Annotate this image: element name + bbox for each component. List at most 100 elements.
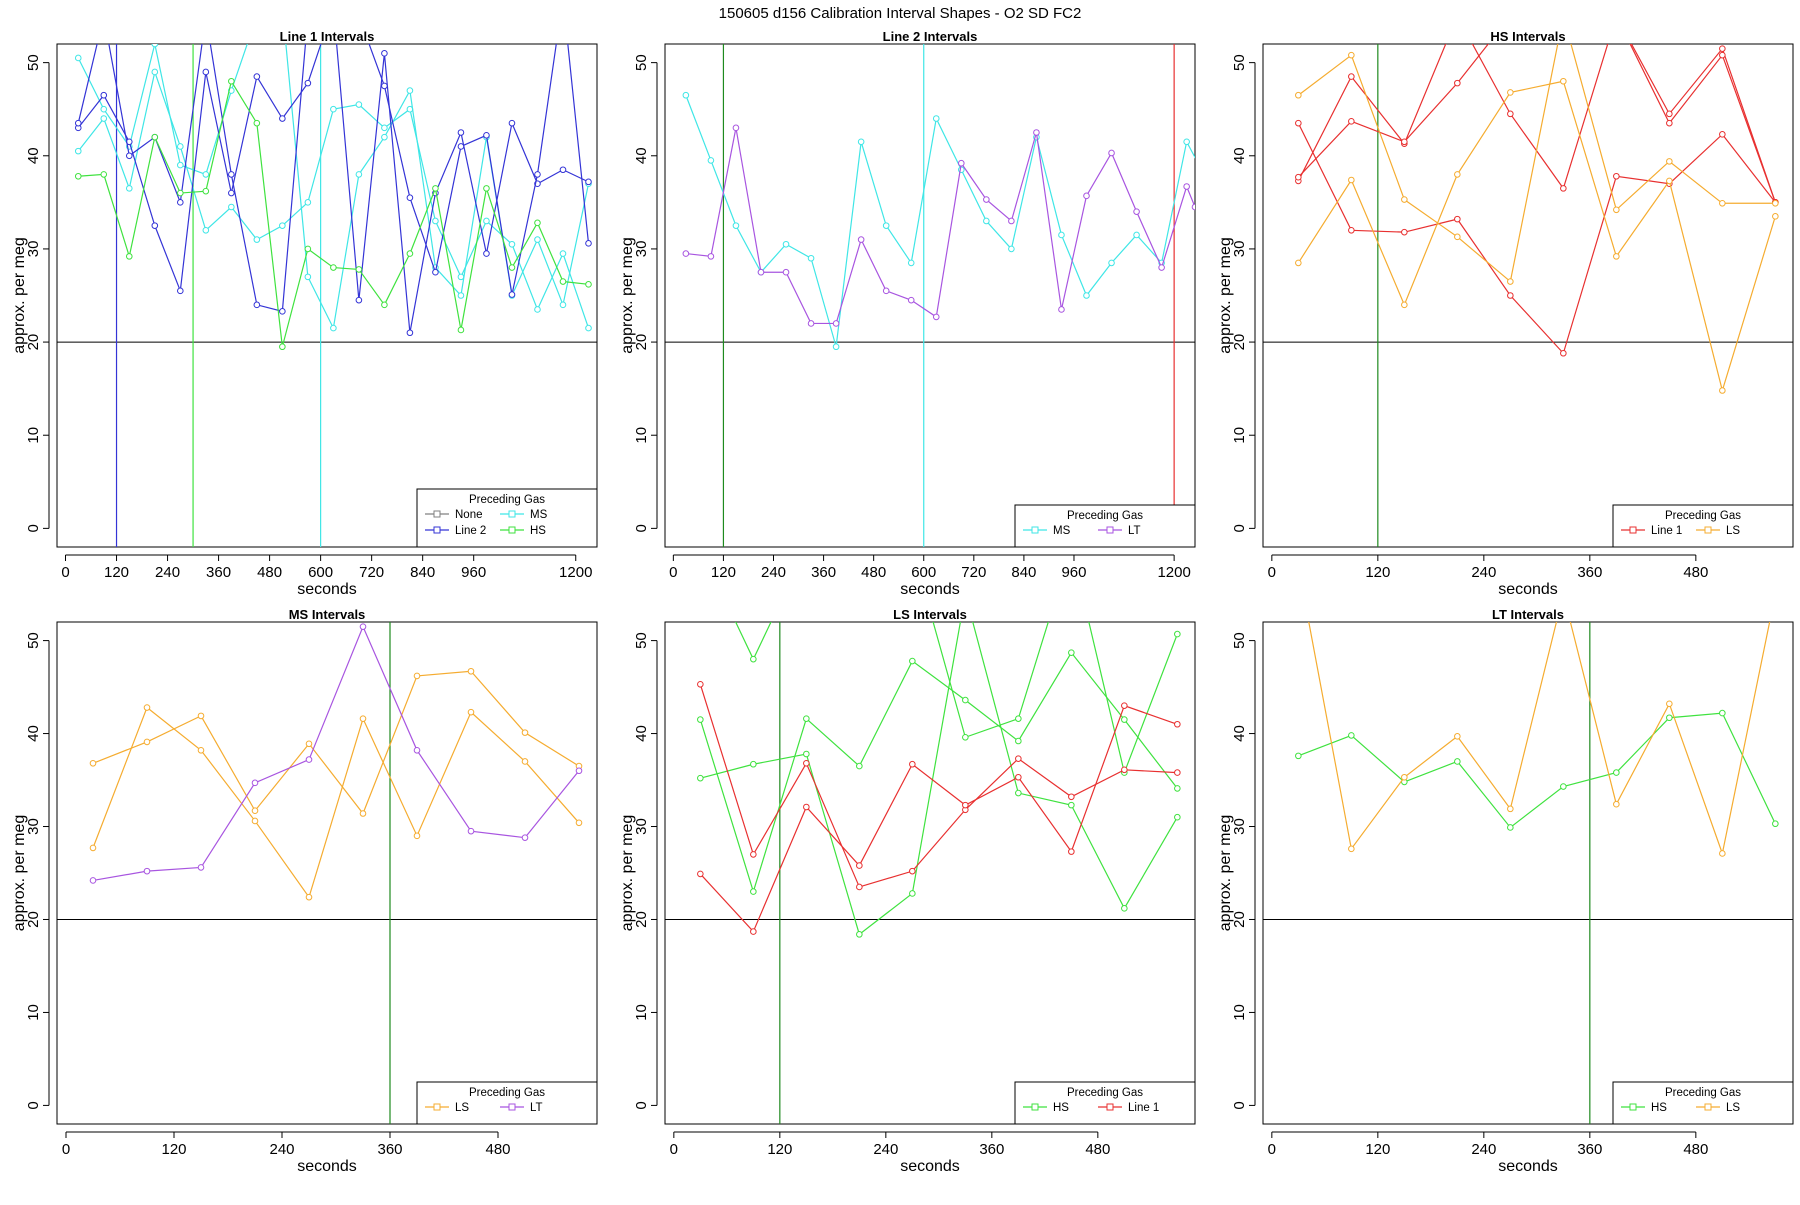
data-point [1508,825,1514,831]
data-point [101,172,107,178]
data-point [414,833,420,839]
data-point [229,204,235,210]
y-tick-label: 30 [1231,241,1248,258]
y-tick-label: 30 [25,818,42,835]
legend-title: Preceding Gas [1665,510,1741,522]
data-point [1009,218,1015,224]
data-point [560,251,566,257]
y-tick-label: 40 [25,725,42,742]
plot-area [1263,13,1793,547]
data-point [1296,563,1302,569]
data-point [1349,52,1355,58]
legend-entry-label: MS [530,509,548,521]
legend-marker-swatch [1705,527,1711,533]
data-point [1016,716,1022,722]
plot-frame [665,44,1195,547]
data-point [1349,74,1355,80]
y-tick-label: 40 [1231,725,1248,742]
data-point [1773,591,1779,597]
y-tick-label: 20 [1231,334,1248,351]
data-point [458,293,464,299]
y-tick-label: 0 [1231,1101,1248,1109]
data-point [254,13,260,19]
data-point [1455,234,1461,240]
data-point [1614,13,1620,19]
legend-title: Preceding Gas [1665,1087,1741,1099]
data-point [1455,80,1461,86]
x-tick-label: 360 [811,564,836,581]
data-point [484,251,490,257]
data-point [586,179,592,185]
legend-entry-label: HS [530,525,546,537]
x-tick-label: 1200 [1157,564,1190,581]
data-point [101,116,107,122]
data-point [857,763,863,769]
data-point [356,13,362,19]
data-point [458,274,464,280]
data-point [833,344,839,350]
series-line [1298,713,1775,827]
y-tick-label: 10 [1231,1004,1248,1021]
data-point [535,220,541,226]
data-point [433,269,439,275]
data-point [101,106,107,112]
data-point [1561,591,1567,597]
data-point [1667,715,1673,721]
data-point [203,227,209,233]
data-point [360,811,366,817]
y-tick-label: 0 [25,524,42,532]
data-point [804,545,810,551]
x-tick-label: 0 [61,564,69,581]
data-point [178,162,184,168]
data-point [152,69,158,75]
data-point [458,327,464,333]
x-tick-label: 0 [669,564,677,581]
data-point [783,241,789,247]
legend-entry-label: HS [1053,1102,1069,1114]
data-point [708,158,714,164]
data-point [356,297,362,303]
data-point [203,69,209,75]
y-tick-label: 20 [25,334,42,351]
data-point [1175,786,1181,792]
data-point [75,55,81,61]
legend-entry-label: LT [1128,525,1141,537]
x-axis-label: seconds [297,1158,357,1175]
y-tick-label: 40 [1231,147,1248,164]
data-point [751,656,757,662]
data-point [407,88,413,94]
data-point [560,279,566,285]
data-point [1614,13,1620,19]
x-tick-label: 480 [861,564,886,581]
panel-title: LT Intervals [1492,607,1564,622]
legend-marker-swatch [434,511,440,517]
x-tick-label: 120 [1365,1141,1390,1158]
y-tick-label: 30 [633,818,650,835]
data-point [1175,770,1181,776]
x-tick-label: 480 [1683,1141,1708,1158]
data-point [984,197,990,203]
data-point [758,269,764,275]
data-point [305,80,311,86]
data-point [1508,279,1514,285]
legend-entry-label: LS [1726,525,1740,537]
legend-title: Preceding Gas [469,1087,545,1099]
data-point [178,200,184,206]
data-point [522,730,528,736]
data-point [407,251,413,257]
x-tick-label: 0 [670,1141,678,1158]
data-point [910,761,916,767]
legend-marker-swatch [434,1104,440,1110]
data-point [382,125,388,131]
data-point [1175,721,1181,727]
data-point [382,302,388,308]
data-point [407,195,413,201]
data-point [1122,703,1128,709]
data-point [152,134,158,140]
data-point [1184,139,1190,145]
data-point [254,237,260,243]
legend-marker-swatch [434,527,440,533]
